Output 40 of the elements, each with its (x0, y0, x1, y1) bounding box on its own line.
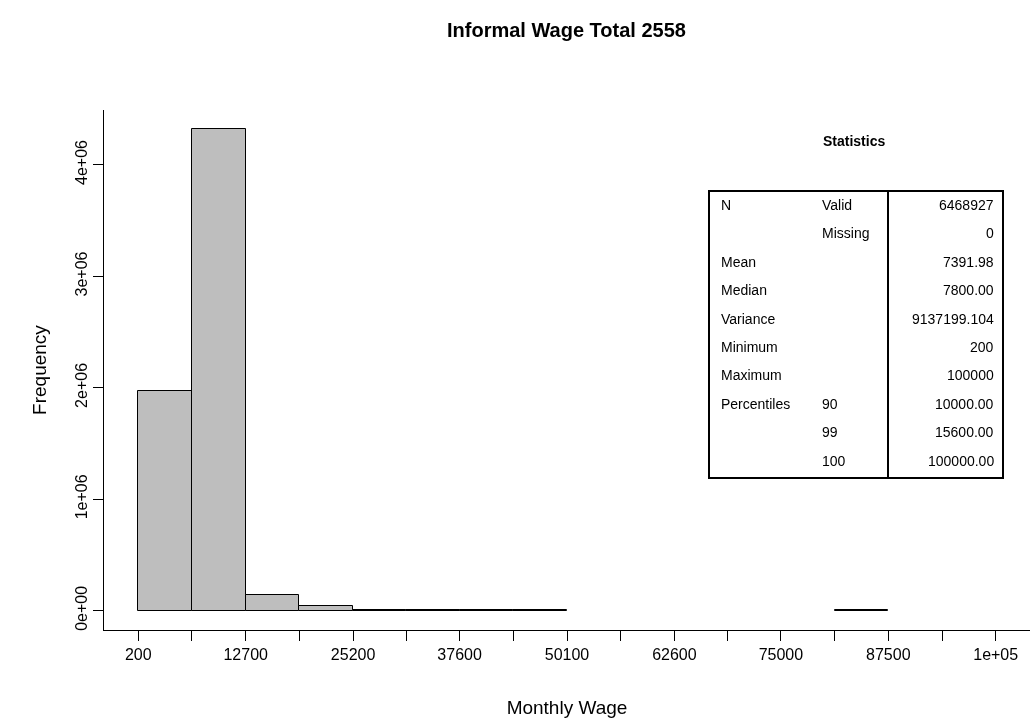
annotation: 6468927 (939, 197, 994, 213)
y-tick-label: 2e+06 (72, 362, 90, 408)
x-tick-label: 62600 (652, 646, 697, 664)
annotation: 200 (970, 339, 994, 355)
annotation: N (721, 197, 732, 213)
annotation: 100000 (947, 367, 994, 383)
annotation: Valid (822, 197, 853, 213)
x-tick-label: 50100 (544, 646, 590, 664)
x-tick-label: 87500 (866, 646, 911, 664)
annotation: 100 (822, 453, 846, 469)
annotation: Variance (721, 311, 776, 327)
annotation: 7391.98 (943, 254, 994, 270)
annotation: 10000.00 (935, 396, 994, 412)
x-tick-label: 1e+05 (973, 646, 1019, 664)
y-tick-label: 3e+06 (72, 251, 90, 297)
y-axis-title: Frequency (29, 324, 51, 415)
annotation: Maximum (721, 367, 782, 383)
annotation: Mean (721, 254, 757, 270)
y-tick-label: 0e+00 (72, 585, 90, 631)
chart-title: Informal Wage Total 2558 (447, 19, 686, 41)
annotation: 9137199.104 (912, 311, 994, 327)
annotation: 7800.00 (943, 282, 994, 298)
annotation: 99 (822, 424, 838, 440)
x-axis-title: Monthly Wage (506, 697, 628, 718)
x-tick-label: 12700 (223, 646, 269, 664)
y-tick-label: 1e+06 (72, 474, 90, 520)
x-tick-label: 75000 (758, 646, 804, 664)
annotation: Median (721, 282, 767, 298)
x-tick-label: 37600 (437, 646, 482, 664)
annotation: Statistics (823, 133, 886, 149)
x-tick-label: 200 (124, 646, 152, 664)
annotation: 90 (822, 396, 838, 412)
annotation: 100000.00 (928, 453, 995, 469)
annotation: 15600.00 (935, 424, 994, 440)
annotation: Percentiles (721, 396, 791, 412)
y-tick-label: 4e+06 (72, 139, 90, 185)
annotation: Missing (822, 225, 870, 241)
annotation: Minimum (721, 339, 778, 355)
annotation: 0 (986, 225, 994, 241)
x-tick-label: 25200 (330, 646, 376, 664)
